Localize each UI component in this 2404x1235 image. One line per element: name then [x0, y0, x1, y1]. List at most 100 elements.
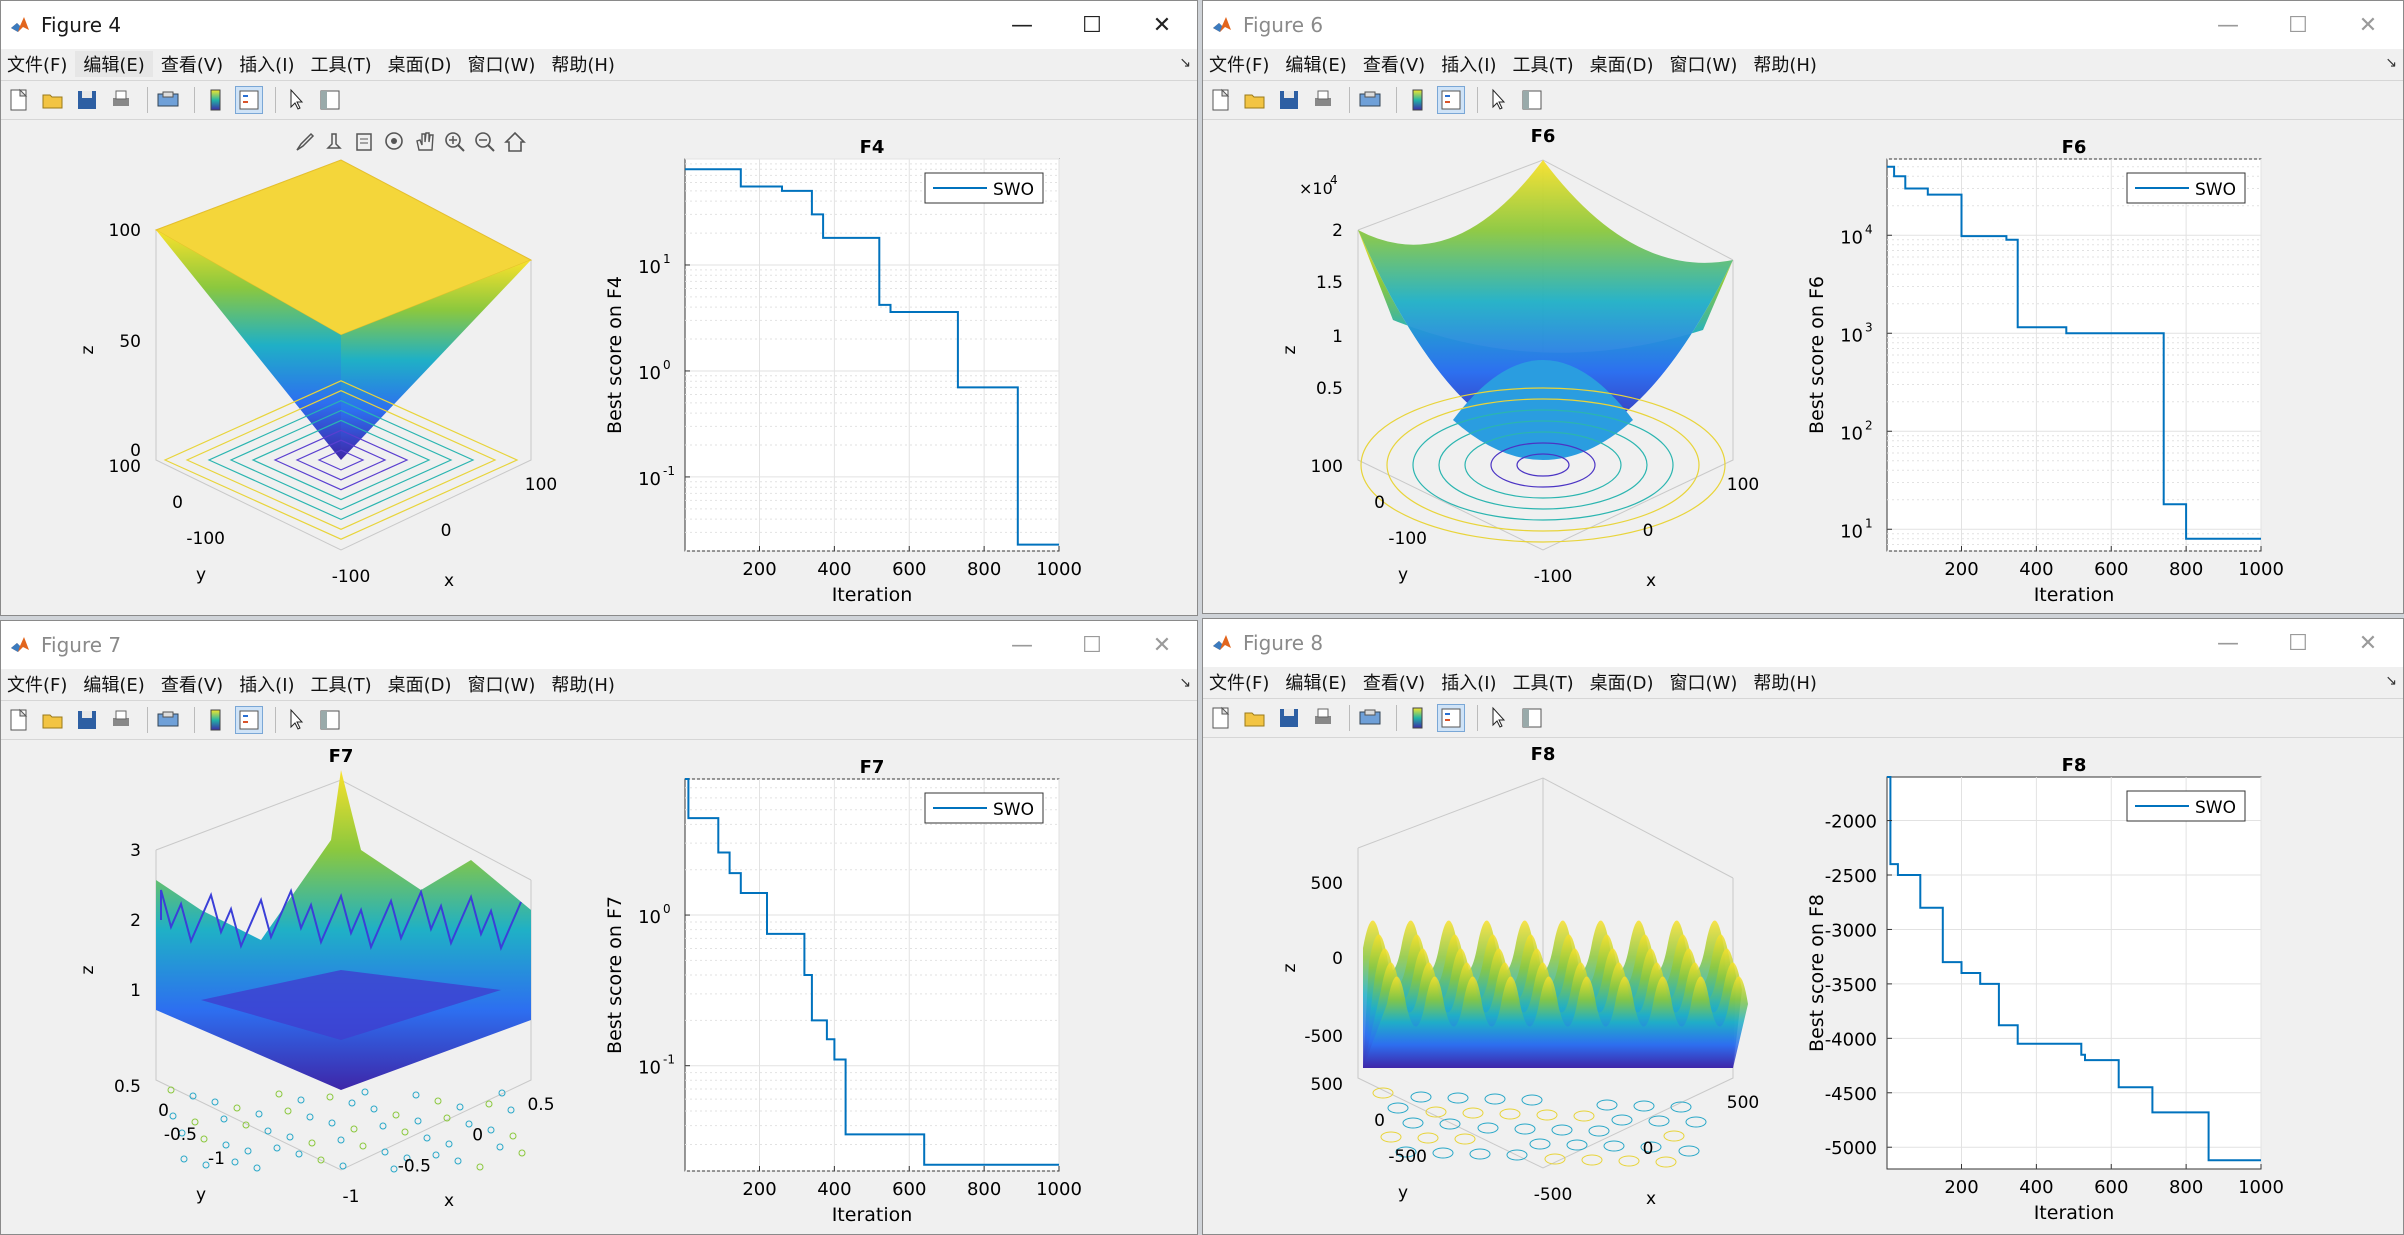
- menu-item-7[interactable]: 帮助(H): [551, 55, 615, 76]
- menu-item-6[interactable]: 窗口(W): [1669, 55, 1738, 76]
- close-button[interactable]: ✕: [2358, 630, 2378, 656]
- close-button[interactable]: ✕: [2358, 12, 2378, 38]
- pointer-icon[interactable]: [282, 86, 310, 114]
- maximize-button[interactable]: ☐: [1082, 12, 1102, 38]
- property-editor-icon[interactable]: [1518, 704, 1546, 732]
- maximize-button[interactable]: ☐: [2288, 630, 2308, 656]
- print-icon[interactable]: [1309, 86, 1337, 114]
- dock-arrow-icon[interactable]: ↘: [1179, 55, 1191, 71]
- menu-item-2[interactable]: 查看(V): [1362, 55, 1426, 76]
- menu-item-5[interactable]: 桌面(D): [387, 55, 452, 76]
- minimize-button[interactable]: —: [1011, 632, 1033, 658]
- menu-item-2[interactable]: 查看(V): [160, 675, 224, 696]
- link-figure-icon[interactable]: [154, 86, 182, 114]
- menu-item-0[interactable]: 文件(F): [7, 675, 68, 696]
- zoom-in-icon[interactable]: [445, 132, 465, 152]
- menu-item-2[interactable]: 查看(V): [1362, 673, 1426, 694]
- print-icon[interactable]: [107, 86, 135, 114]
- export-icon[interactable]: [356, 133, 372, 151]
- legend-icon[interactable]: [235, 706, 263, 734]
- brush-icon[interactable]: [296, 132, 315, 151]
- menu-item-3[interactable]: 插入(I): [1441, 673, 1497, 694]
- zoom-out-icon[interactable]: [475, 132, 495, 152]
- pan-hand-icon[interactable]: [416, 132, 434, 151]
- menu-item-6[interactable]: 窗口(W): [1669, 673, 1738, 694]
- new-figure-icon[interactable]: [1207, 86, 1235, 114]
- minimize-button[interactable]: —: [1011, 12, 1033, 38]
- rotate-3d-icon[interactable]: [385, 132, 403, 150]
- plot-canvas[interactable]: F7 3 2 1 z 0.5 0 -0.5 -1 y -1 -0.5 0 0.5 x 200 400 600 800…: [1, 740, 1197, 1234]
- pointer-icon[interactable]: [1484, 704, 1512, 732]
- menu-item-5[interactable]: 桌面(D): [1589, 673, 1654, 694]
- legend-icon[interactable]: [1437, 704, 1465, 732]
- figure-window-1[interactable]: Figure 4 — ☐ ✕ 文件(F) 编辑(E) 查看(V) 插入(I) 工具(T) 桌面(D…: [0, 0, 1198, 616]
- open-file-icon[interactable]: [1241, 704, 1269, 732]
- menu-item-7[interactable]: 帮助(H): [551, 675, 615, 696]
- legend[interactable]: SWO: [2126, 790, 2246, 822]
- colorbar-icon[interactable]: [201, 706, 229, 734]
- new-figure-icon[interactable]: [5, 86, 33, 114]
- open-file-icon[interactable]: [39, 86, 67, 114]
- pointer-icon[interactable]: [282, 706, 310, 734]
- plot-canvas[interactable]: F8 500 0 -500 z 500 0 -500 y -500 0 500 x 200 400 600 80…: [1203, 738, 2403, 1234]
- legend[interactable]: SWO: [924, 792, 1044, 824]
- legend-icon[interactable]: [1437, 86, 1465, 114]
- title-bar[interactable]: Figure 6 — ☐ ✕: [1203, 1, 2403, 49]
- menu-item-7[interactable]: 帮助(H): [1753, 55, 1817, 76]
- maximize-button[interactable]: ☐: [2288, 12, 2308, 38]
- maximize-button[interactable]: ☐: [1082, 632, 1102, 658]
- menu-item-0[interactable]: 文件(F): [1209, 673, 1270, 694]
- menu-item-5[interactable]: 桌面(D): [387, 675, 452, 696]
- link-figure-icon[interactable]: [1356, 704, 1384, 732]
- link-figure-icon[interactable]: [1356, 86, 1384, 114]
- plot-canvas[interactable]: 100 50 0 z 100 0 -100 y -100 0 100 x 200 400 600 800 100…: [1, 120, 1197, 615]
- title-bar[interactable]: Figure 8 — ☐ ✕: [1203, 619, 2403, 667]
- figure-window-4[interactable]: Figure 8 — ☐ ✕ 文件(F) 编辑(E) 查看(V) 插入(I) 工具(T) 桌面(D…: [1202, 618, 2404, 1235]
- figure-window-2[interactable]: Figure 6 — ☐ ✕ 文件(F) 编辑(E) 查看(V) 插入(I) 工具(T) 桌面(D…: [1202, 0, 2404, 614]
- minimize-button[interactable]: —: [2217, 630, 2239, 656]
- open-file-icon[interactable]: [1241, 86, 1269, 114]
- colorbar-icon[interactable]: [201, 86, 229, 114]
- new-figure-icon[interactable]: [5, 706, 33, 734]
- menu-item-6[interactable]: 窗口(W): [467, 55, 536, 76]
- colorbar-icon[interactable]: [1403, 704, 1431, 732]
- title-bar[interactable]: Figure 4 — ☐ ✕: [1, 1, 1197, 49]
- property-editor-icon[interactable]: [316, 706, 344, 734]
- save-icon[interactable]: [73, 86, 101, 114]
- save-icon[interactable]: [73, 706, 101, 734]
- home-icon[interactable]: [504, 131, 526, 152]
- colorbar-icon[interactable]: [1403, 86, 1431, 114]
- menu-item-4[interactable]: 工具(T): [1512, 55, 1574, 76]
- legend-icon[interactable]: [235, 86, 263, 114]
- new-figure-icon[interactable]: [1207, 704, 1235, 732]
- save-icon[interactable]: [1275, 86, 1303, 114]
- menu-item-0[interactable]: 文件(F): [1209, 55, 1270, 76]
- menu-item-1[interactable]: 编辑(E): [83, 675, 145, 696]
- property-editor-icon[interactable]: [316, 86, 344, 114]
- minimize-button[interactable]: —: [2217, 12, 2239, 38]
- print-icon[interactable]: [1309, 704, 1337, 732]
- menu-item-4[interactable]: 工具(T): [310, 675, 372, 696]
- dock-arrow-icon[interactable]: ↘: [2385, 55, 2397, 71]
- menu-item-3[interactable]: 插入(I): [239, 55, 295, 76]
- close-button[interactable]: ✕: [1152, 12, 1172, 38]
- menu-item-4[interactable]: 工具(T): [310, 55, 372, 76]
- figure-window-3[interactable]: Figure 7 — ☐ ✕ 文件(F) 编辑(E) 查看(V) 插入(I) 工具(T) 桌面(D…: [0, 620, 1198, 1235]
- title-bar[interactable]: Figure 7 — ☐ ✕: [1, 621, 1197, 669]
- dock-arrow-icon[interactable]: ↘: [2385, 673, 2397, 689]
- menu-item-3[interactable]: 插入(I): [1441, 55, 1497, 76]
- link-figure-icon[interactable]: [154, 706, 182, 734]
- data-tips-icon[interactable]: [326, 133, 342, 149]
- menu-item-4[interactable]: 工具(T): [1512, 673, 1574, 694]
- menu-item-0[interactable]: 文件(F): [7, 55, 68, 76]
- plot-canvas[interactable]: F6 2 1.5 1 0.5 z ×10 4 100 0 -100 y -100 0 100 x 200 400 6…: [1203, 120, 2403, 613]
- menu-item-1[interactable]: 编辑(E): [1285, 55, 1347, 76]
- legend[interactable]: SWO: [2126, 172, 2246, 204]
- dock-arrow-icon[interactable]: ↘: [1179, 675, 1191, 691]
- menu-item-7[interactable]: 帮助(H): [1753, 673, 1817, 694]
- open-file-icon[interactable]: [39, 706, 67, 734]
